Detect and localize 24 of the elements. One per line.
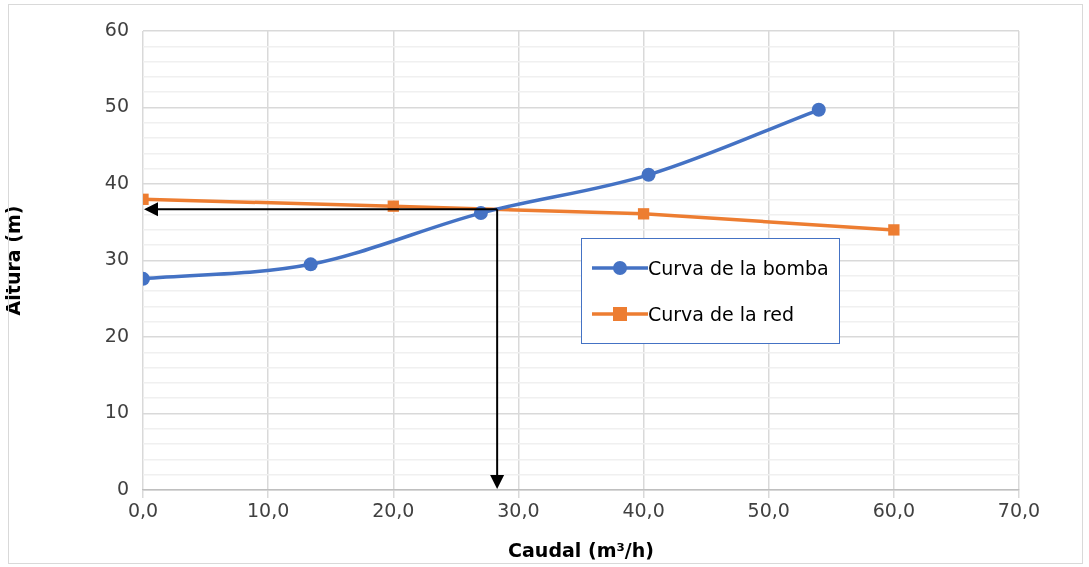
y-tick-label: 10: [104, 400, 129, 423]
point: [637, 208, 650, 220]
y-tick-label: 60: [104, 17, 129, 40]
x-tick-label: 0,0: [127, 499, 159, 522]
point: [888, 224, 900, 236]
y-tick-label: 0: [116, 476, 129, 499]
x-tick-label: 40,0: [622, 499, 665, 522]
y-tick-label: 40: [104, 170, 129, 193]
point: [641, 167, 656, 182]
legend-label: Curva de la bomba: [648, 256, 829, 279]
x-tick-label: 70,0: [997, 499, 1041, 522]
x-tick-label: 30,0: [497, 499, 540, 522]
x-tick-label: 10,0: [246, 499, 290, 522]
legend-label: Curva de la red: [648, 302, 794, 325]
point: [811, 102, 826, 117]
y-axis-title: Altura (m): [2, 205, 25, 316]
y-tick-label: 50: [104, 94, 129, 117]
point: [303, 257, 318, 272]
x-tick-label: 50,0: [747, 499, 790, 522]
y-tick-label: 20: [104, 323, 129, 346]
x-tick-label: 60,0: [872, 499, 916, 522]
y-tick-label: 30: [104, 247, 129, 270]
x-axis-title: Caudal (m³/h): [508, 538, 654, 561]
x-tick-label: 20,0: [372, 499, 415, 522]
